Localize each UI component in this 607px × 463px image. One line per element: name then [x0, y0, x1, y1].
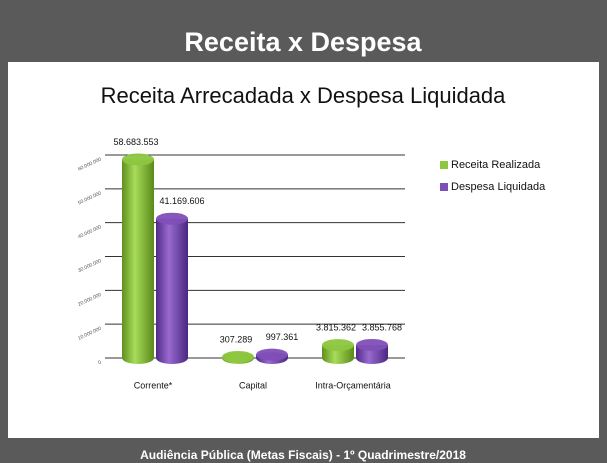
data-label: 3.815.362 — [316, 322, 356, 332]
bar — [322, 339, 354, 364]
bar — [122, 153, 154, 364]
data-label: 58.683.553 — [113, 137, 158, 147]
legend-swatch — [440, 183, 448, 191]
legend-swatch — [440, 161, 448, 169]
bar — [222, 350, 254, 364]
legend-label: Receita Realizada — [451, 159, 541, 171]
chart-title: Receita Arrecadada x Despesa Liquidada — [101, 83, 507, 108]
legend-label: Despesa Liquidada — [451, 181, 546, 193]
y-tick-label: 0 — [97, 359, 102, 366]
data-label: 41.169.606 — [159, 196, 204, 206]
x-tick-label: Capital — [239, 380, 267, 390]
x-tick-label: Intra-Orçamentária — [315, 380, 391, 390]
data-label: 3.855.768 — [362, 322, 402, 332]
footer-text: Audiência Pública (Metas Fiscais) - 1º Q… — [140, 448, 466, 462]
data-label: 997.361 — [266, 332, 299, 342]
bar — [156, 212, 188, 364]
content-area — [8, 62, 599, 438]
slide-title: Receita x Despesa — [184, 27, 422, 57]
data-label: 307.289 — [220, 334, 253, 344]
x-tick-label: Corrente* — [134, 380, 173, 390]
bar — [256, 348, 288, 364]
bar — [356, 338, 388, 364]
